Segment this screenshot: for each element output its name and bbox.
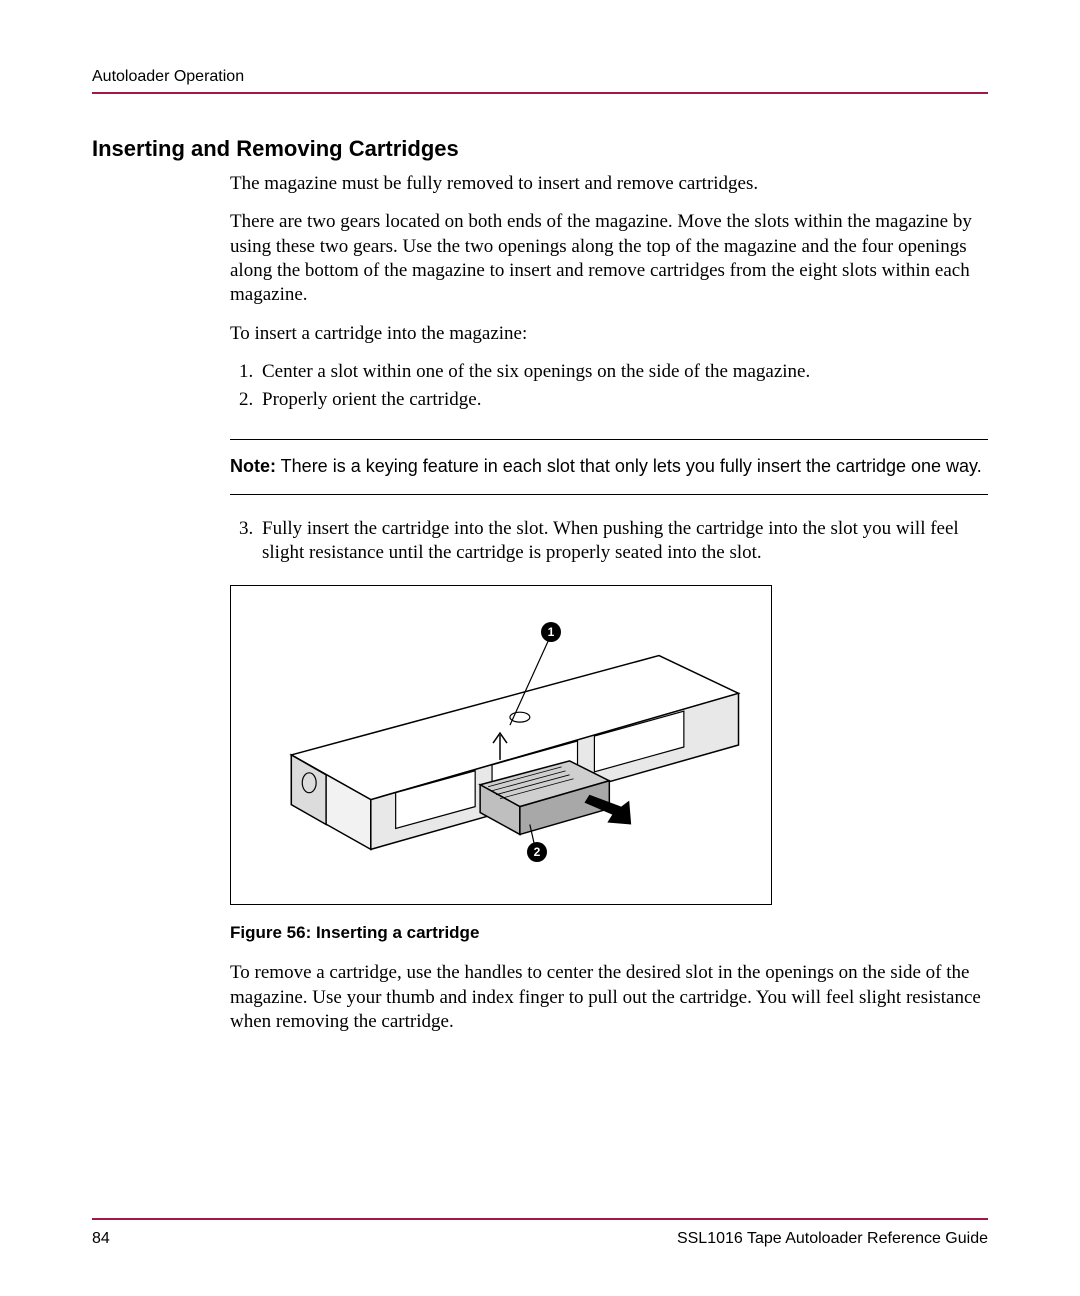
page-header: Autoloader Operation: [92, 68, 988, 92]
page-number: 84: [92, 1230, 110, 1248]
figure: 1 2 Figure 56: Inserting a cartridge: [230, 585, 988, 943]
step-item: Center a slot within one of the six open…: [258, 360, 988, 384]
header-rule: [92, 92, 988, 94]
figure-caption: Figure 56: Inserting a cartridge: [230, 923, 988, 943]
footer-rule: [92, 1218, 988, 1220]
closing-block: To remove a cartridge, use the handles t…: [230, 961, 988, 1034]
figure-frame: 1 2: [230, 585, 772, 905]
note-text: There is a keying feature in each slot t…: [276, 456, 982, 476]
step-item: Properly orient the cartridge.: [258, 388, 988, 412]
intro-block: The magazine must be fully removed to in…: [230, 172, 988, 346]
paragraph: To remove a cartridge, use the handles t…: [230, 961, 988, 1034]
note-label: Note:: [230, 456, 276, 476]
doc-title: SSL1016 Tape Autoloader Reference Guide: [677, 1230, 988, 1248]
header-section: Autoloader Operation: [92, 68, 244, 86]
page-footer: 84 SSL1016 Tape Autoloader Reference Gui…: [92, 1230, 988, 1248]
note-box: Note: There is a keying feature in each …: [230, 439, 988, 495]
step-item: Fully insert the cartridge into the slot…: [258, 517, 988, 566]
paragraph: There are two gears located on both ends…: [230, 210, 988, 307]
section-title: Inserting and Removing Cartridges: [92, 136, 988, 162]
steps-list-continued: Fully insert the cartridge into the slot…: [230, 517, 988, 566]
steps-list: Center a slot within one of the six open…: [230, 360, 988, 413]
magazine-diagram: [231, 586, 771, 904]
paragraph: The magazine must be fully removed to in…: [230, 172, 988, 196]
paragraph: To insert a cartridge into the magazine:: [230, 322, 988, 346]
